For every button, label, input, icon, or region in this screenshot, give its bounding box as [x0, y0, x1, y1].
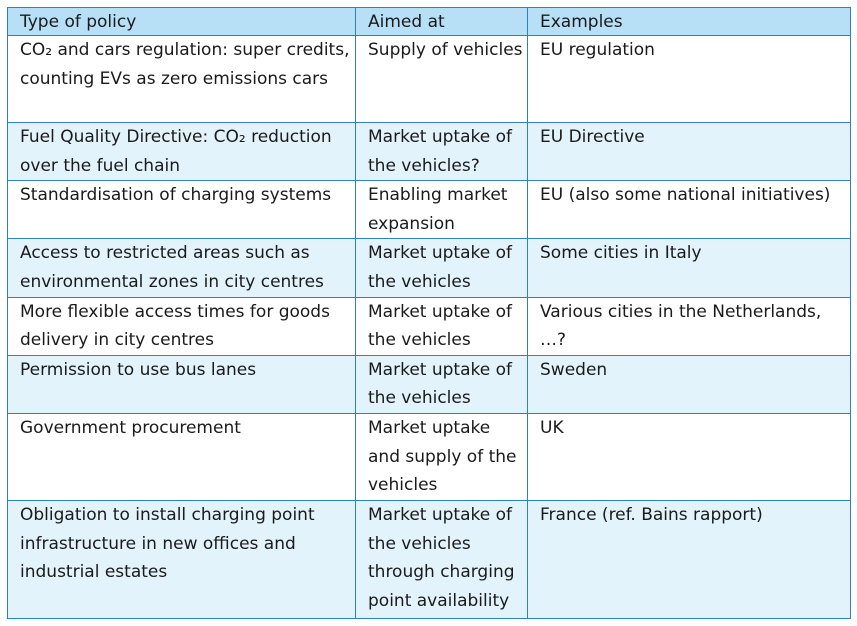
examples-cell: EU (also some national initiatives) [527, 180, 851, 240]
examples-cell: France (ref. Bains rapport) [527, 499, 851, 620]
aimed-at-cell: Market uptake of the vehicles [355, 296, 528, 356]
aimed-at-cell: Market uptake of the vehicles through ch… [355, 499, 528, 620]
aimed-at-cell: Market uptake and supply of the vehicles [355, 412, 528, 501]
examples-cell: Various cities in the Netherlands, …? [527, 296, 851, 356]
aimed-at-cell: Market uptake of the vehicles? [355, 121, 528, 182]
policy-cell: Standardisation of charging systems [7, 180, 356, 240]
policy-cell: Obligation to install charging point inf… [7, 499, 356, 620]
policy-cell: Government procurement [7, 412, 356, 501]
table-header-row: Type of policy Aimed at Examples [7, 7, 851, 36]
table-row: Access to restricted areas such as envir… [7, 238, 851, 298]
table-row: More flexible access times for goods del… [7, 296, 851, 356]
table-row: Permission to use bus lanes Market uptak… [7, 354, 851, 414]
examples-cell: Sweden [527, 354, 851, 414]
column-header-examples: Examples [527, 7, 851, 36]
policy-table: Type of policy Aimed at Examples CO₂ and… [7, 7, 851, 620]
policy-cell: Access to restricted areas such as envir… [7, 238, 356, 298]
policy-cell: CO₂ and cars regulation: super credits, … [7, 35, 356, 123]
aimed-at-cell: Enabling market expansion [355, 180, 528, 240]
policy-cell: More flexible access times for goods del… [7, 296, 356, 356]
policy-cell: Fuel Quality Directive: CO₂ reduction ov… [7, 121, 356, 182]
table-row: Standardisation of charging systems Enab… [7, 180, 851, 240]
examples-cell: EU regulation [527, 35, 851, 123]
examples-cell: UK [527, 412, 851, 501]
table-row: Government procurement Market uptake and… [7, 412, 851, 501]
aimed-at-cell: Supply of vehicles [355, 35, 528, 123]
column-header-aimed-at: Aimed at [355, 7, 528, 36]
column-header-type-of-policy: Type of policy [7, 7, 356, 36]
aimed-at-cell: Market uptake of the vehicles [355, 354, 528, 414]
examples-cell: Some cities in Italy [527, 238, 851, 298]
table-row: Fuel Quality Directive: CO₂ reduction ov… [7, 121, 851, 182]
examples-cell: EU Directive [527, 121, 851, 182]
policy-cell: Permission to use bus lanes [7, 354, 356, 414]
aimed-at-cell: Market uptake of the vehicles [355, 238, 528, 298]
table-row: CO₂ and cars regulation: super credits, … [7, 35, 851, 123]
table-row: Obligation to install charging point inf… [7, 499, 851, 620]
